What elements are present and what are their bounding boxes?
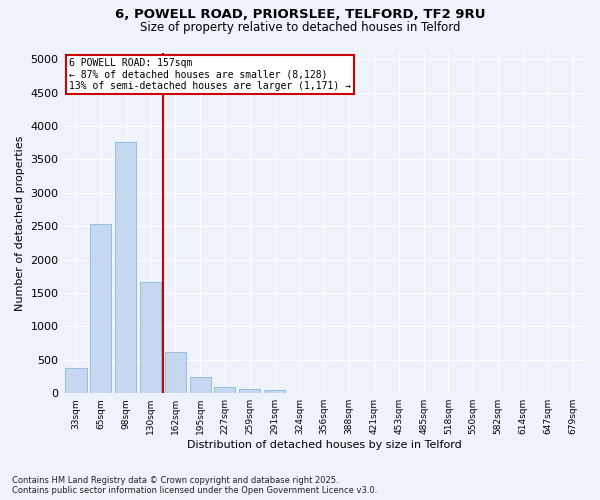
Text: 6, POWELL ROAD, PRIORSLEE, TELFORD, TF2 9RU: 6, POWELL ROAD, PRIORSLEE, TELFORD, TF2 … — [115, 8, 485, 20]
Text: Contains HM Land Registry data © Crown copyright and database right 2025.
Contai: Contains HM Land Registry data © Crown c… — [12, 476, 377, 495]
X-axis label: Distribution of detached houses by size in Telford: Distribution of detached houses by size … — [187, 440, 461, 450]
Bar — [140, 282, 161, 393]
Bar — [214, 386, 235, 393]
Bar — [65, 368, 86, 393]
Text: Size of property relative to detached houses in Telford: Size of property relative to detached ho… — [140, 21, 460, 34]
Text: 6 POWELL ROAD: 157sqm
← 87% of detached houses are smaller (8,128)
13% of semi-d: 6 POWELL ROAD: 157sqm ← 87% of detached … — [69, 58, 351, 91]
Bar — [115, 142, 136, 393]
Bar — [264, 390, 285, 393]
Bar — [239, 389, 260, 393]
Bar — [90, 224, 112, 393]
Bar — [190, 377, 211, 393]
Bar — [165, 352, 186, 393]
Y-axis label: Number of detached properties: Number of detached properties — [15, 135, 25, 310]
